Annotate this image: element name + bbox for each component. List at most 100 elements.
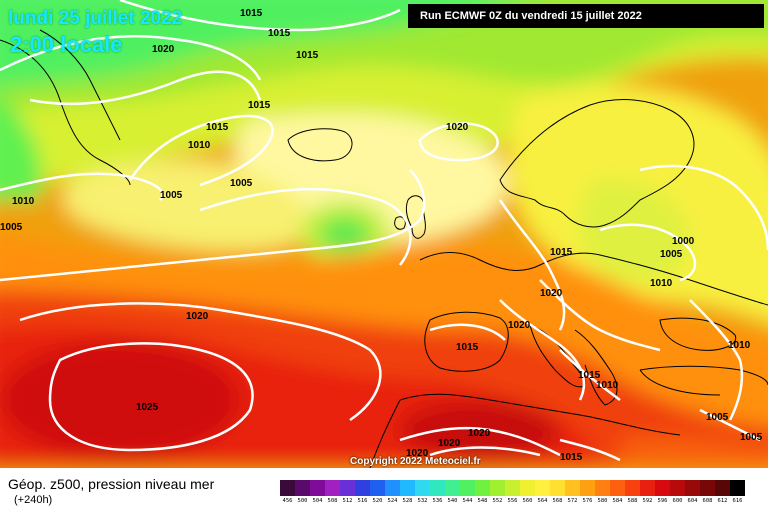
scale-tick-label: 508 [327,498,338,504]
isobars [0,0,768,460]
isobar-label: 1005 [0,222,23,233]
scale-tick-label: 532 [417,498,428,504]
scale-swatch [385,480,400,496]
scale-tick-label: 608 [702,498,713,504]
lead-time: (+240h) [14,494,53,506]
scale-tick-label: 548 [477,498,488,504]
isobar-label: 1010 [188,140,211,151]
isobar-label: 1010 [728,340,751,351]
scale-swatch [640,480,655,496]
scale-swatch [670,480,685,496]
isobar-label: 1025 [136,402,159,413]
scale-tick-label: 600 [672,498,683,504]
isobar-label: 1020 [186,311,209,322]
scale-tick-label: 540 [447,498,458,504]
scale-swatch [520,480,535,496]
scale-swatch [550,480,565,496]
isobar-label: 1015 [550,247,573,258]
scale-tick-label: 512 [342,498,353,504]
scale-swatch [715,480,730,496]
scale-swatch [535,480,550,496]
scale-swatch [295,480,310,496]
scale-swatch [490,480,505,496]
isobar-label: 1020 [446,122,469,133]
scale-swatch [355,480,370,496]
forecast-date: lundi 25 juillet 2022 [8,8,183,29]
coastlines [0,29,768,468]
scale-tick-label: 500 [297,498,308,504]
scale-swatch [580,480,595,496]
scale-swatch [595,480,610,496]
scale-tick-label: 528 [402,498,413,504]
scale-swatch [475,480,490,496]
isobar-label: 1020 [438,438,461,449]
isobar-label: 1005 [160,190,183,201]
geopotential-field [0,0,768,468]
scale-tick-label: 520 [372,498,383,504]
scale-swatch [565,480,580,496]
isobar-label: 1005 [706,412,729,423]
isobar-label: 1015 [268,28,291,39]
run-info: Run ECMWF 0Z du vendredi 15 juillet 2022 [408,4,764,28]
scale-swatch [460,480,475,496]
isobar-label: 1015 [560,452,583,463]
scale-tick-label: 516 [357,498,368,504]
scale-tick-label: 536 [432,498,443,504]
scale-tick-label: 544 [462,498,473,504]
scale-tick-label: 596 [657,498,668,504]
scale-swatch [730,480,745,496]
scale-tick-label: 456 [282,498,293,504]
isobar-label: 1010 [596,380,619,391]
isobar-label: 1020 [508,320,531,331]
scale-tick-label: 580 [597,498,608,504]
scale-swatch [280,480,295,496]
scale-tick-label: 604 [687,498,698,504]
scale-swatch [400,480,415,496]
forecast-time: 2:00 locale [10,32,123,57]
map-canvas: 1015 1015 1015 1020 1015 1015 1010 1005 … [0,0,768,468]
isobar-label: 1005 [660,249,683,260]
scale-swatch [610,480,625,496]
copyright: Copyright 2022 Meteociel.fr [350,456,481,467]
parameter-label: Géop. z500, pression niveau mer [8,476,215,492]
isobar-label: 1010 [12,196,35,207]
isobar-label: 1020 [468,428,491,439]
isobar-label: 1015 [578,370,601,381]
scale-tick-label: 572 [567,498,578,504]
scale-tick-label: 552 [492,498,503,504]
scale-swatch [445,480,460,496]
scale-tick-label: 564 [537,498,548,504]
scale-tick-label: 588 [627,498,638,504]
scale-swatch [370,480,385,496]
scale-swatch [325,480,340,496]
scale-tick-label: 556 [507,498,518,504]
legend-footer: Géop. z500, pression niveau mer (+240h) … [0,468,768,512]
scale-swatch [505,480,520,496]
isobar-label: 1015 [296,50,319,61]
scale-swatch [700,480,715,496]
scale-tick-label: 504 [312,498,323,504]
scale-tick-label: 560 [522,498,533,504]
scale-swatch [430,480,445,496]
color-scale [280,480,745,496]
scale-swatch [340,480,355,496]
isobar-label: 1015 [248,100,271,111]
scale-tick-label: 612 [717,498,728,504]
color-scale-ticks: 456 500 504 508 512 516 520 524 528 532 536 540 544 5… [280,498,745,504]
isobar-label: 1020 [406,448,429,459]
isobar-label: 1015 [206,122,229,133]
isobar-label: 1005 [740,432,763,443]
isobar-label: 1010 [650,278,673,289]
scale-tick-label: 616 [732,498,743,504]
isobar-label: 1020 [152,44,175,55]
scale-tick-label: 584 [612,498,623,504]
scale-swatch [415,480,430,496]
isobar-label: 1005 [230,178,253,189]
scale-swatch [625,480,640,496]
weather-map: 1015 1015 1015 1020 1015 1015 1010 1005 … [0,0,768,468]
isobar-label: 1015 [240,8,263,19]
isobar-label: 1015 [456,342,479,353]
scale-tick-label: 592 [642,498,653,504]
scale-swatch [310,480,325,496]
isobar-label: 1020 [540,288,563,299]
